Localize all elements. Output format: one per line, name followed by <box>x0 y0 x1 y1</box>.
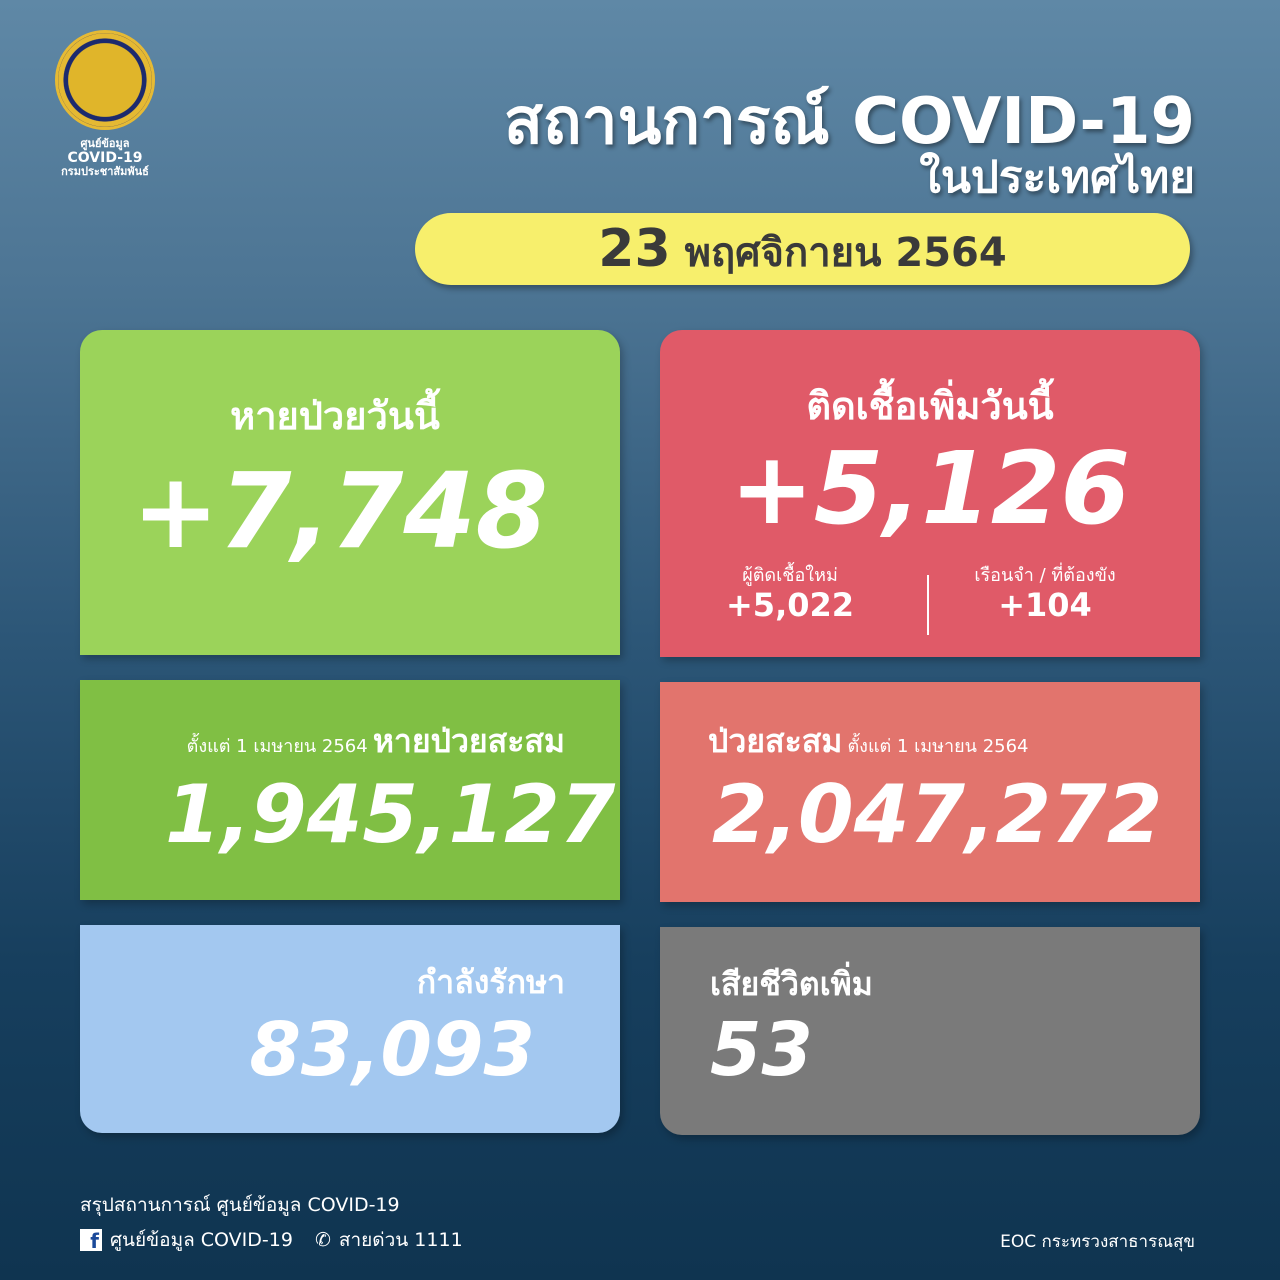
infected-today-card: ติดเชื้อเพิ่มวันนี้ +5,126 ผู้ติดเชื้อให… <box>660 330 1200 657</box>
footer-facebook-link[interactable]: ศูนย์ข้อมูล COVID-19 <box>110 1229 293 1251</box>
recovered-today-label: หายป่วยวันนี้ <box>230 394 440 438</box>
cases-total-card: ป่วยสะสม ตั้งแต่ 1 เมษายน 2564 2,047,272 <box>660 682 1200 902</box>
phone-icon: ✆ <box>314 1229 331 1251</box>
logo-text: ศูนย์ข้อมูล COVID-19 กรมประชาสัมพันธ์ <box>40 137 170 179</box>
new-cases-value: +5,022 <box>725 586 855 624</box>
recovered-total-value: 1,945,127 <box>165 768 616 861</box>
deaths-card: เสียชีวิตเพิ่ม 53 <box>660 927 1200 1135</box>
government-seal-logo <box>55 30 155 130</box>
treating-card: กำลังรักษา 83,093 <box>80 925 620 1133</box>
cases-total-label: ป่วยสะสม <box>708 722 843 760</box>
footer-source: EOC กระทรวงสาธารณสุข <box>1000 1232 1195 1252</box>
prison-cases-label: เรือนจำ / ที่ต้องขัง <box>974 565 1116 586</box>
page-title: สถานการณ์ COVID-19 <box>503 85 1195 159</box>
date-day: 23 <box>598 219 671 279</box>
logo-line2: COVID-19 <box>67 150 143 166</box>
facebook-icon: f <box>80 1229 102 1251</box>
new-cases-label: ผู้ติดเชื้อใหม่ <box>742 565 838 586</box>
footer-hotline[interactable]: สายด่วน 1111 <box>338 1229 463 1251</box>
divider <box>927 575 929 635</box>
cases-total-value: 2,047,272 <box>712 768 1163 861</box>
page-subtitle: ในประเทศไทย <box>919 152 1195 203</box>
recovered-today-value: +7,748 <box>131 450 549 572</box>
recovered-total-card: ตั้งแต่ 1 เมษายน 2564 หายป่วยสะสม 1,945,… <box>80 680 620 900</box>
prison-cases-value: +104 <box>998 586 1092 624</box>
deaths-label: เสียชีวิตเพิ่ม <box>710 965 873 1003</box>
logo-line1: ศูนย์ข้อมูล <box>80 137 130 150</box>
logo-line3: กรมประชาสัมพันธ์ <box>61 165 149 178</box>
recovered-today-card: หายป่วยวันนี้ +7,748 <box>80 330 620 655</box>
treating-value: 83,093 <box>249 1007 535 1093</box>
recovered-total-since: ตั้งแต่ 1 เมษายน 2564 <box>186 736 368 757</box>
footer-summary: สรุปสถานการณ์ ศูนย์ข้อมูล COVID-19 <box>80 1194 400 1216</box>
date-banner: 23 พฤศจิกายน 2564 <box>415 213 1190 285</box>
infected-today-label: ติดเชื้อเพิ่มวันนี้ <box>806 384 1054 428</box>
deaths-value: 53 <box>710 1007 813 1093</box>
cases-total-since: ตั้งแต่ 1 เมษายน 2564 <box>847 736 1029 757</box>
treating-label: กำลังรักษา <box>416 963 565 1001</box>
date-month-year: พฤศจิกายน 2564 <box>684 230 1007 276</box>
recovered-total-label: หายป่วยสะสม <box>372 722 565 760</box>
infected-today-value: +5,126 <box>729 430 1131 547</box>
